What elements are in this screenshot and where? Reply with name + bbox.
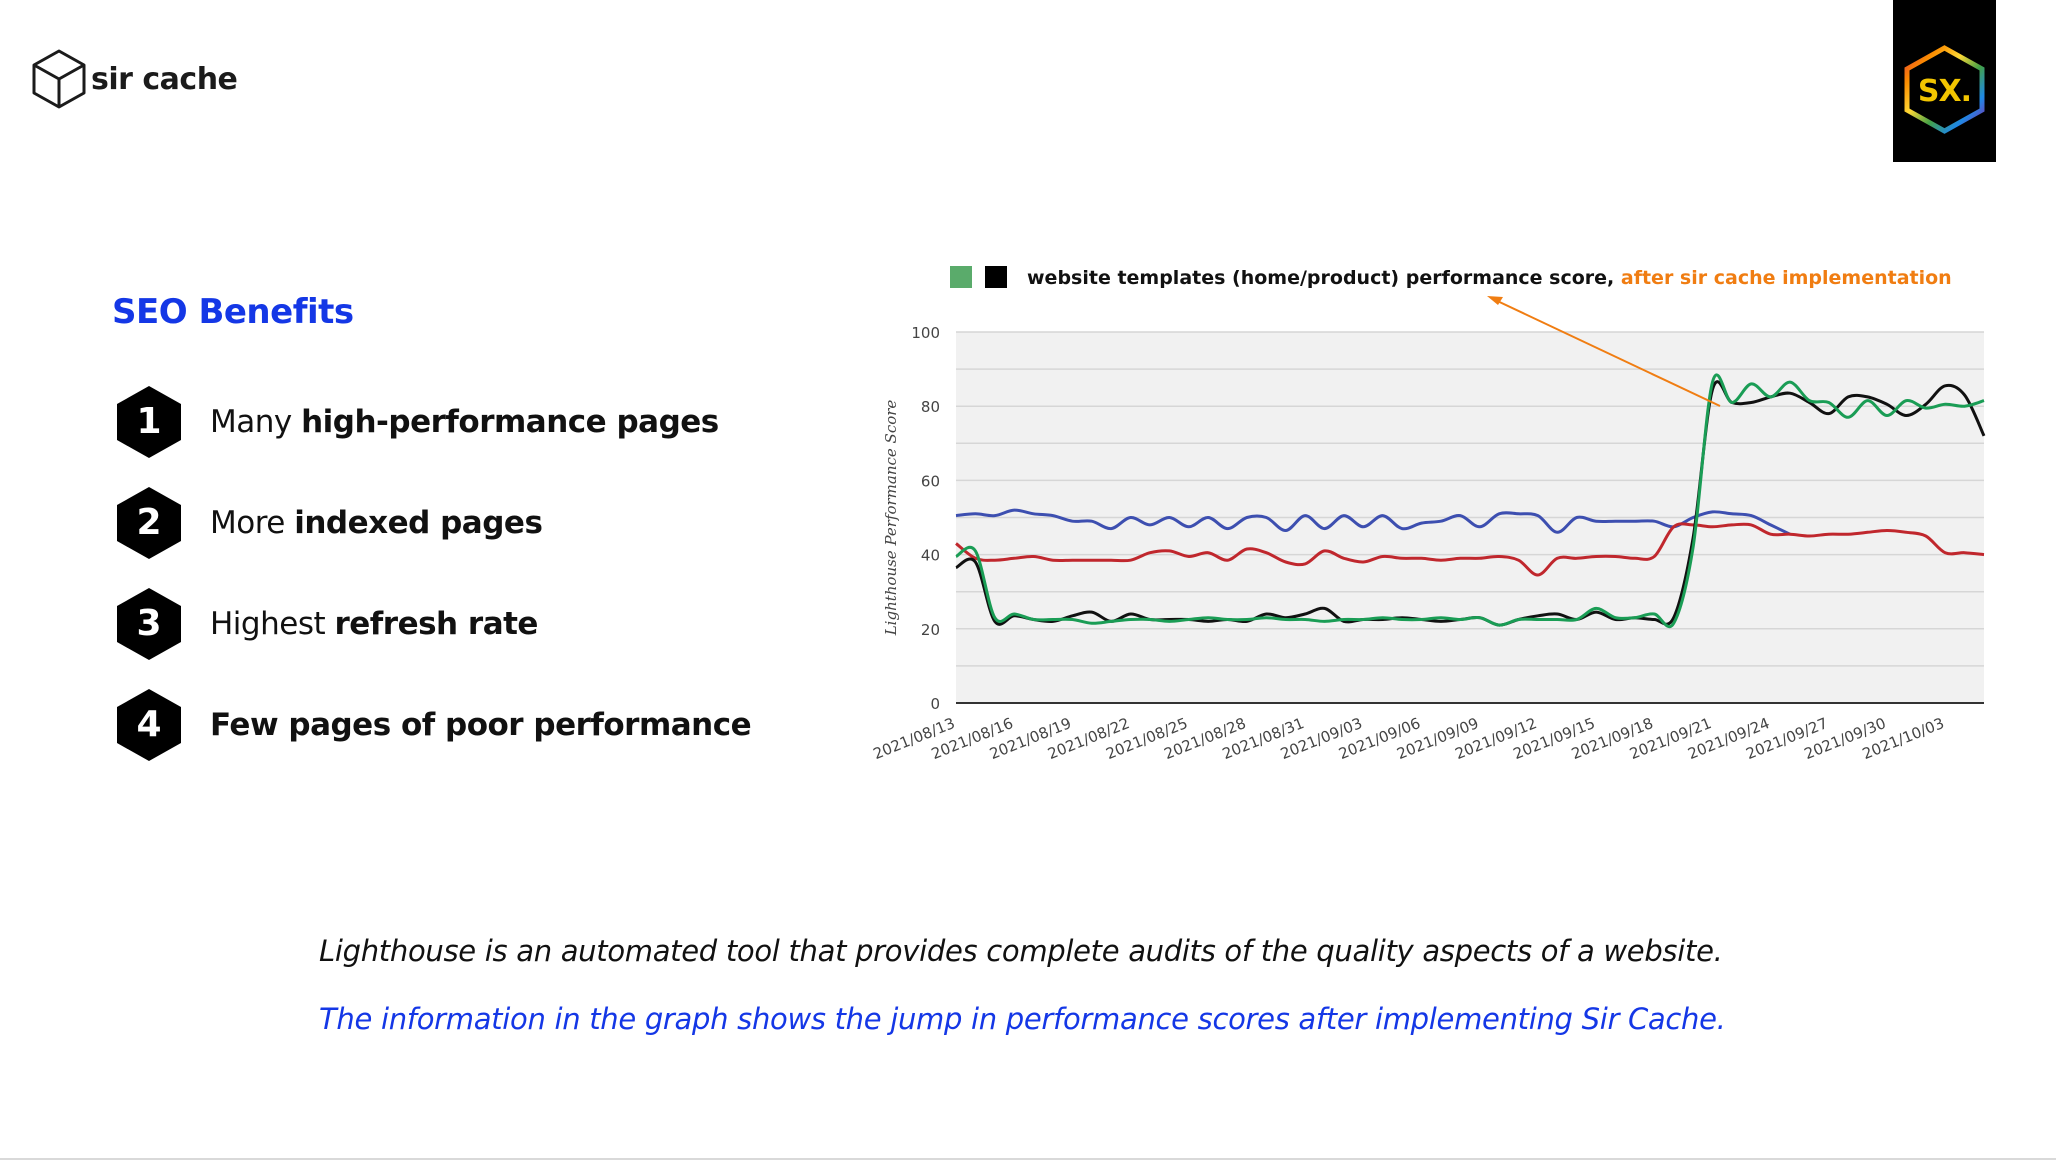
partner-logo: SX. <box>1893 0 1996 162</box>
y-tick-label: 0 <box>930 695 940 713</box>
benefit-text: Many high-performance pages <box>210 404 719 440</box>
benefit-number: 2 <box>136 502 162 543</box>
seo-title: SEO Benefits <box>112 292 354 332</box>
hexagon-number-icon: 4 <box>115 687 183 763</box>
partner-logo-text: SX. <box>1917 74 1972 109</box>
legend-swatch-black <box>985 266 1007 288</box>
performance-chart: 0 20 40 60 80 100 2021/08/13 2021/08/16 2021/08/… <box>870 250 2000 815</box>
y-tick-label: 80 <box>921 398 940 416</box>
benefit-item-3: 3 Highest refresh rate <box>115 586 538 662</box>
caption-lighthouse: Lighthouse is an automated tool that pro… <box>319 934 1723 968</box>
series-line-4 <box>955 373 1985 629</box>
y-tick-label: 40 <box>921 547 940 565</box>
benefit-item-4: 4 Few pages of poor performance <box>115 687 752 763</box>
series-line-2 <box>955 522 1985 577</box>
hexagon-number-icon: 1 <box>115 384 183 460</box>
cube-icon <box>32 49 86 109</box>
legend-highlight-text: after sir cache implementation <box>1621 267 1952 289</box>
y-tick-label: 100 <box>911 324 940 342</box>
legend-swatch-green <box>950 266 972 288</box>
brand-logo: sir cache <box>31 48 238 110</box>
benefit-text: Highest refresh rate <box>210 606 538 642</box>
benefit-text: Few pages of poor performance <box>210 707 752 743</box>
benefit-number: 4 <box>136 704 162 745</box>
hexagon-number-icon: 2 <box>115 485 183 561</box>
hexagon-number-icon: 3 <box>115 586 183 662</box>
legend-main-text: website templates (home/product) perform… <box>1027 267 1621 289</box>
y-axis-title: Lighthouse Performance Score <box>882 400 900 637</box>
series-line-1 <box>955 508 1791 536</box>
bottom-divider <box>0 1158 2056 1160</box>
performance-chart-svg: 0204060801002021/08/132021/08/162021/08/… <box>871 266 1986 763</box>
annotation-arrow-line <box>1490 297 1721 407</box>
annotation-arrow-head <box>1487 296 1503 305</box>
benefit-number: 3 <box>136 603 162 644</box>
legend-text: website templates (home/product) perform… <box>1027 267 1952 289</box>
benefit-item-2: 2 More indexed pages <box>115 485 543 561</box>
brand-name: sir cache <box>91 61 238 97</box>
benefit-item-1: 1 Many high-performance pages <box>115 384 719 460</box>
y-tick-label: 20 <box>921 621 940 639</box>
benefit-text: More indexed pages <box>210 505 543 541</box>
benefit-number: 1 <box>136 401 162 442</box>
caption-graph-info: The information in the graph shows the j… <box>319 1002 1726 1036</box>
y-tick-label: 60 <box>921 472 940 490</box>
